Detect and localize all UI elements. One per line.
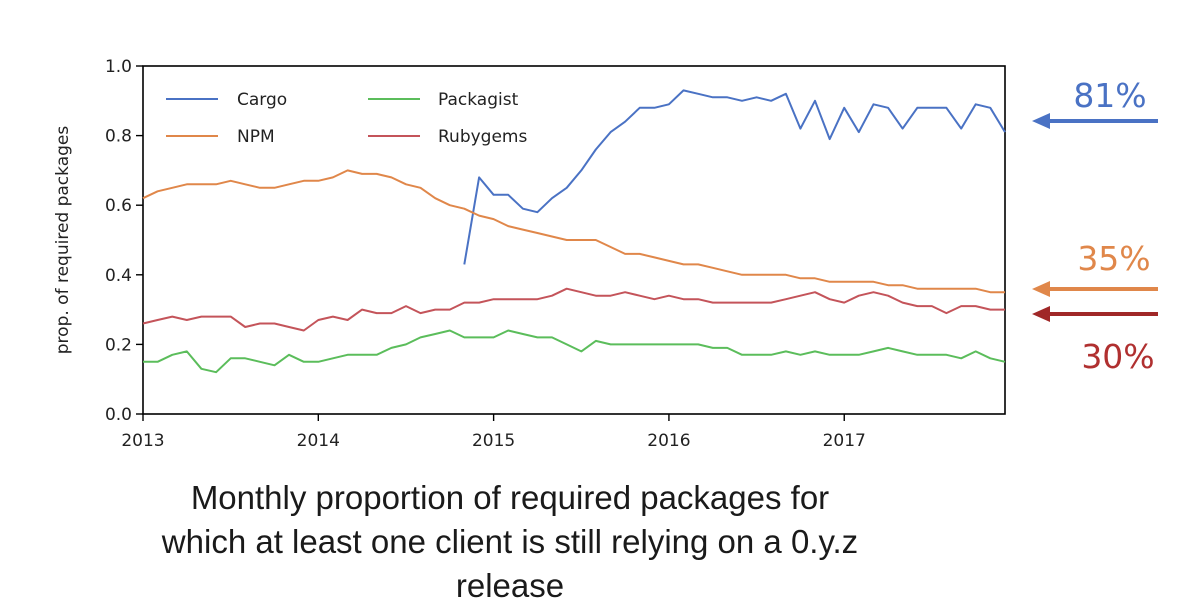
axes-layer: 0.0 0.2 0.4 0.6 0.8 1.0 2013 2014 2015 2016 2017 [105, 57, 866, 451]
y-tick-label: 0.8 [105, 127, 132, 147]
y-tick-label: 0.2 [105, 335, 132, 355]
series-layer [142, 89, 1006, 374]
legend-label-rubygems: Rubygems [438, 127, 527, 147]
series-line-packagist [143, 329, 1006, 374]
annotation-arrowhead-npm [1032, 281, 1050, 297]
chart-caption: Monthly proportion of required packages … [60, 476, 960, 602]
annotation-label-npm: 35% [1077, 239, 1150, 278]
annotations: 81% 35% 30% [1032, 76, 1158, 376]
series-line-npm [142, 169, 1005, 294]
annotation-label-rubygems: 30% [1081, 337, 1154, 376]
annotation-arrowhead-cargo [1032, 113, 1050, 129]
y-tick-label: 0.4 [105, 266, 132, 286]
series-line-cargo [463, 89, 1006, 265]
legend-label-packagist: Packagist [438, 90, 519, 110]
caption-line-3: release [455, 567, 565, 602]
plot-area [142, 65, 1006, 415]
caption-line-1: Monthly proportion of required packages … [190, 479, 830, 516]
x-tick-label: 2014 [297, 431, 340, 451]
y-tick-label: 0.6 [105, 196, 132, 216]
x-tick-label: 2017 [823, 431, 866, 451]
caption-line-2: which at least one client is still relyi… [161, 523, 859, 560]
x-tick-label: 2015 [472, 431, 515, 451]
x-tick-label: 2013 [121, 431, 164, 451]
line-chart: 0.0 0.2 0.4 0.6 0.8 1.0 2013 2014 2015 2016 2017 p… [53, 57, 1158, 451]
legend: Cargo NPM Packagist Rubygems [166, 90, 527, 147]
x-tick-label: 2016 [647, 431, 690, 451]
y-tick-label: 1.0 [105, 57, 132, 77]
annotation-label-cargo: 81% [1073, 76, 1146, 115]
legend-label-npm: NPM [237, 127, 275, 147]
annotation-arrowhead-rubygems [1032, 306, 1050, 322]
y-tick-label: 0.0 [105, 405, 132, 425]
series-line-rubygems [142, 287, 1005, 332]
legend-label-cargo: Cargo [237, 90, 287, 110]
y-axis-label: prop. of required packages [53, 126, 73, 355]
